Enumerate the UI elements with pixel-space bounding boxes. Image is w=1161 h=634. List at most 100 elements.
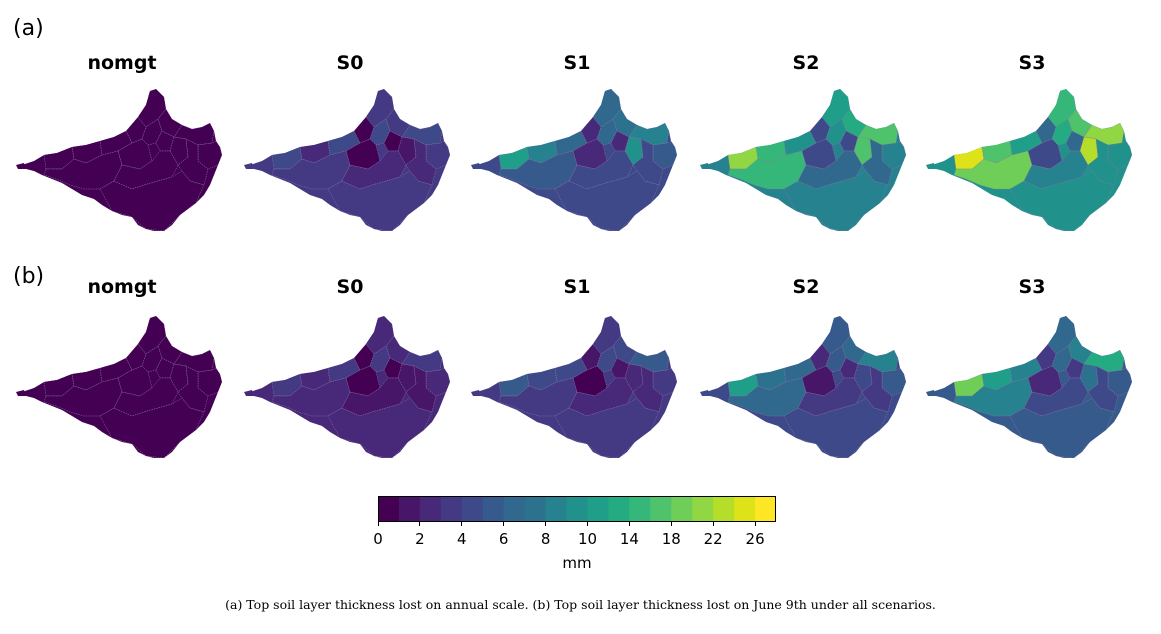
subbasin-12 — [405, 365, 437, 413]
colorbar-tick-mark — [461, 521, 463, 526]
colorbar-segment — [755, 496, 776, 522]
watershed-outlet — [926, 163, 936, 169]
subbasin-12 — [1087, 365, 1119, 413]
subbasin-7 — [628, 122, 670, 146]
subbasin-1 — [498, 146, 530, 170]
subbasin-14 — [1027, 365, 1063, 397]
colorbar-tick-mark — [670, 521, 672, 526]
map-title-a-s1: S1 — [563, 52, 591, 74]
subbasin-1 — [727, 373, 759, 397]
subbasin-9 — [610, 357, 630, 379]
watershed-outlet — [471, 390, 481, 396]
colorbar-unit-label: mm — [562, 554, 592, 572]
map-title-b-nomgt: nomgt — [87, 276, 157, 298]
subbasin-11 — [652, 367, 677, 397]
subbasin-11 — [1107, 367, 1132, 397]
colorbar-tick-label: 18 — [661, 530, 681, 548]
colorbar-tick-mark — [628, 521, 630, 526]
subbasin-14 — [345, 138, 381, 170]
subbasin-13 — [727, 150, 807, 190]
subbasin-9 — [1065, 357, 1085, 379]
subbasin-12 — [177, 138, 209, 186]
subbasin-7 — [1083, 349, 1125, 373]
subbasin-1 — [727, 146, 759, 170]
subbasin-16 — [1009, 397, 1115, 458]
map-title-a-nomgt: nomgt — [87, 52, 157, 74]
subbasin-7 — [1083, 122, 1125, 146]
colorbar-segment — [587, 496, 610, 522]
subbasin-12 — [861, 365, 893, 413]
map-title-a-s3: S3 — [1018, 52, 1046, 74]
subbasin-7 — [401, 122, 443, 146]
subbasin-9 — [155, 130, 175, 152]
colorbar-tick-label: 6 — [498, 530, 509, 548]
subbasin-14 — [1027, 138, 1063, 170]
subbasin-7 — [628, 349, 670, 373]
colorbar-segment — [503, 496, 526, 522]
colorbar-segment — [608, 496, 630, 522]
colorbar-tick-label: 14 — [619, 530, 639, 548]
watershed-map-b-s2 — [700, 316, 906, 458]
subbasin-1 — [271, 146, 303, 170]
watershed-map-b-nomgt — [16, 316, 222, 458]
watershed-map-a-s2 — [700, 89, 906, 231]
map-title-a-s0: S0 — [336, 52, 364, 74]
figure-caption: (a) Top soil layer thickness lost on ann… — [225, 597, 936, 612]
colorbar-segment — [440, 496, 463, 522]
watershed-map-a-s1 — [471, 89, 677, 231]
watershed-map-b-s1 — [471, 316, 677, 458]
subbasin-9 — [155, 357, 175, 379]
colorbar-tick-mark — [377, 521, 379, 526]
map-title-b-s0: S0 — [336, 276, 364, 298]
subbasin-9 — [1065, 130, 1085, 152]
colorbar-tick-label: 10 — [577, 530, 598, 548]
colorbar-segment — [524, 496, 547, 522]
subbasin-16 — [327, 397, 433, 458]
subbasin-13 — [727, 377, 807, 417]
colorbar-segment — [545, 496, 568, 522]
subbasin-11 — [197, 367, 222, 397]
colorbar-segment — [713, 496, 735, 522]
colorbar-border — [378, 496, 776, 522]
subbasin-16 — [99, 170, 205, 231]
map-title-b-s2: S2 — [792, 276, 820, 298]
watershed-map-b-s3 — [926, 316, 1132, 458]
subbasin-14 — [801, 365, 837, 397]
subbasin-1 — [953, 373, 985, 397]
colorbar-segment — [461, 496, 484, 522]
colorbar-segment — [566, 496, 589, 522]
subbasin-7 — [173, 122, 215, 146]
subbasin-9 — [610, 130, 630, 152]
subbasin-14 — [572, 365, 608, 397]
colorbar — [378, 496, 776, 522]
subbasin-16 — [1009, 170, 1115, 231]
subbasin-13 — [271, 377, 351, 417]
subbasin-12 — [177, 365, 209, 413]
subbasin-16 — [554, 170, 660, 231]
colorbar-tick-label: 26 — [745, 530, 765, 548]
watershed-map-b-s0 — [244, 316, 450, 458]
colorbar-tick-mark — [419, 521, 421, 526]
subbasin-1 — [498, 373, 530, 397]
subbasin-14 — [117, 138, 153, 170]
subbasin-13 — [953, 150, 1033, 190]
colorbar-segment — [378, 496, 400, 522]
map-title-b-s1: S1 — [563, 276, 591, 298]
subbasin-13 — [43, 377, 123, 417]
colorbar-tick-mark — [587, 521, 588, 526]
subbasin-9 — [839, 357, 859, 379]
colorbar-segment — [650, 496, 672, 522]
subbasin-11 — [425, 140, 450, 170]
subbasin-11 — [425, 367, 450, 397]
watershed-outlet — [244, 163, 254, 169]
colorbar-tick-mark — [545, 521, 547, 526]
watershed-map-a-nomgt — [16, 89, 222, 231]
colorbar-tick-mark — [503, 521, 505, 526]
colorbar-tick-label: 4 — [457, 530, 467, 548]
watershed-outlet — [244, 390, 254, 396]
subbasin-7 — [173, 349, 215, 373]
subbasin-12 — [1087, 138, 1119, 186]
watershed-outlet — [16, 390, 26, 396]
watershed-outlet — [700, 163, 710, 169]
subbasin-16 — [327, 170, 433, 231]
